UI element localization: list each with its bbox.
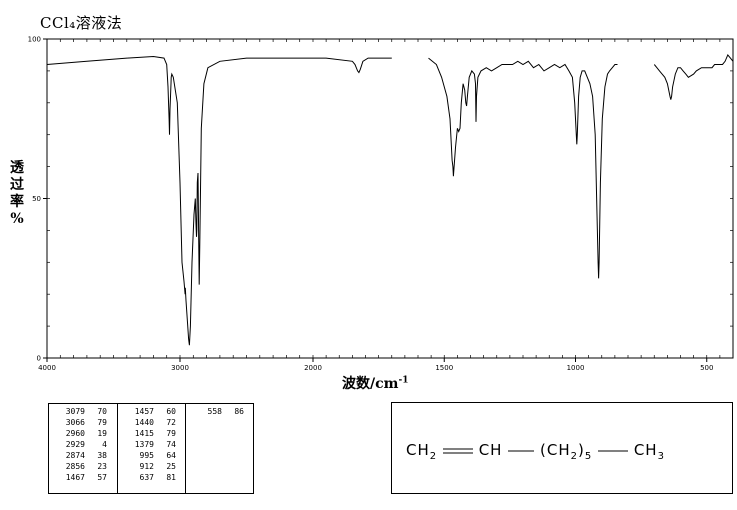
peak-transmittance: 81 — [166, 473, 176, 482]
peak-transmittance: 74 — [166, 440, 176, 449]
y-axis-label: 透 过 率 % — [6, 160, 28, 228]
peak-wavenumber: 1440 — [134, 418, 154, 427]
peak-row: 637 81 — [118, 472, 185, 483]
plot-frame — [46, 38, 734, 359]
formula-paren: ) — [578, 441, 585, 459]
y-axis-label-char: 透 — [10, 160, 24, 176]
peak-transmittance: 79 — [166, 429, 176, 438]
peak-wavenumber: 558 — [207, 407, 222, 416]
peak-row: 2874 38 — [49, 450, 117, 461]
peak-transmittance: 86 — [234, 407, 244, 416]
peak-row: 2960 19 — [49, 428, 117, 439]
y-ticks: 0 50 100 — [28, 36, 47, 363]
x-tick-label: 1500 — [435, 364, 453, 372]
peak-transmittance: 72 — [166, 418, 176, 427]
x-tick-label: 4000 — [38, 364, 56, 372]
peak-wavenumber: 2929 — [65, 440, 85, 449]
peak-wavenumber: 3079 — [65, 407, 85, 416]
spectrum-segment — [653, 53, 734, 100]
peak-wavenumber: 995 — [139, 451, 154, 460]
peak-transmittance: 38 — [97, 451, 107, 460]
formula-part: CH — [633, 441, 658, 459]
peak-row: 2856 23 — [49, 461, 117, 472]
x-ticks: 4000 3000 2000 1500 1000 500 — [38, 358, 713, 372]
x-axis-label-sup: -1 — [398, 375, 409, 386]
spectrum-segment — [46, 55, 392, 346]
peak-transmittance: 23 — [97, 462, 107, 471]
formula-part: (CH — [540, 441, 571, 459]
peak-row: 1379 74 — [118, 439, 185, 450]
x-tick-label: 500 — [700, 364, 713, 372]
peak-row: 1457 60 — [118, 406, 185, 417]
formula-subscript: 2 — [429, 451, 438, 462]
peak-wavenumber: 912 — [139, 462, 154, 471]
peak-table-column: 1457 60 1440 72 1415 79 1379 74 995 64 912 25 637 81 — [118, 404, 186, 493]
peak-wavenumber: 2856 — [65, 462, 85, 471]
ir-spectrum-chart: 0 50 100 4000 3000 2000 1500 1000 500 — [28, 36, 734, 372]
x-tick-label: 2000 — [304, 364, 322, 372]
y-axis-label-char: % — [10, 211, 24, 227]
formula-part: CH — [478, 441, 503, 459]
peak-row: 558 86 — [186, 406, 253, 417]
peak-transmittance: 64 — [166, 451, 176, 460]
peak-wavenumber: 1415 — [134, 429, 154, 438]
peak-row: 995 64 — [118, 450, 185, 461]
peak-row: 1415 79 — [118, 428, 185, 439]
peak-wavenumber: 3066 — [65, 418, 85, 427]
peak-table-column: 3079 70 3066 79 2960 19 2929 4 2874 38 2856 23 1467 5… — [49, 404, 118, 493]
formula-subscript: 3 — [657, 451, 665, 462]
peak-row: 912 25 — [118, 461, 185, 472]
y-axis-label-char: 率 — [10, 194, 24, 210]
y-tick-label: 0 — [37, 355, 41, 363]
peak-wavenumber: 1379 — [134, 440, 154, 449]
peak-transmittance: 4 — [102, 440, 107, 449]
x-tick-label: 3000 — [171, 364, 189, 372]
peak-transmittance: 57 — [97, 473, 107, 482]
peak-transmittance: 79 — [97, 418, 107, 427]
peak-row: 1440 72 — [118, 417, 185, 428]
x-axis-label: 波数/cm-1 — [342, 373, 408, 393]
peak-wavenumber: 2874 — [65, 451, 85, 460]
peak-table: 3079 70 3066 79 2960 19 2929 4 2874 38 2856 23 1467 5… — [48, 403, 254, 494]
peak-transmittance: 19 — [97, 429, 107, 438]
peak-transmittance: 60 — [166, 407, 176, 416]
single-bond — [508, 450, 535, 451]
y-tick-label: 100 — [28, 36, 41, 44]
x-axis-label-text: 波数/cm — [342, 376, 399, 392]
peak-row: 3079 70 — [49, 406, 117, 417]
peak-wavenumber: 1457 — [134, 407, 154, 416]
single-bond — [598, 450, 629, 451]
spectrum-series — [46, 53, 734, 346]
peak-wavenumber: 637 — [139, 473, 154, 482]
formula-subscript: 2 — [570, 451, 579, 462]
y-axis-label-char: 过 — [10, 177, 24, 193]
structure-formula-box: CH2 CH (CH2)5 CH3 — [391, 402, 733, 494]
formula-part: CH — [406, 441, 430, 459]
peak-row: 2929 4 — [49, 439, 117, 450]
peak-wavenumber: 1467 — [65, 473, 85, 482]
peak-row: 1467 57 — [49, 472, 117, 483]
double-bond — [442, 448, 473, 453]
peak-row: 3066 79 — [49, 417, 117, 428]
peak-wavenumber: 2960 — [65, 429, 85, 438]
minor-ticks — [46, 38, 734, 359]
spectrum-segment — [428, 57, 618, 279]
y-tick-label: 50 — [32, 195, 41, 203]
structure-formula: CH2 CH (CH2)5 CH3 — [406, 441, 665, 462]
x-tick-label: 1000 — [567, 364, 585, 372]
chart-title: CCl₄溶液法 — [40, 14, 123, 32]
peak-transmittance: 70 — [97, 407, 107, 416]
peak-table-column: 558 86 — [186, 404, 253, 493]
formula-subscript: 5 — [584, 451, 593, 462]
peak-transmittance: 25 — [166, 462, 176, 471]
